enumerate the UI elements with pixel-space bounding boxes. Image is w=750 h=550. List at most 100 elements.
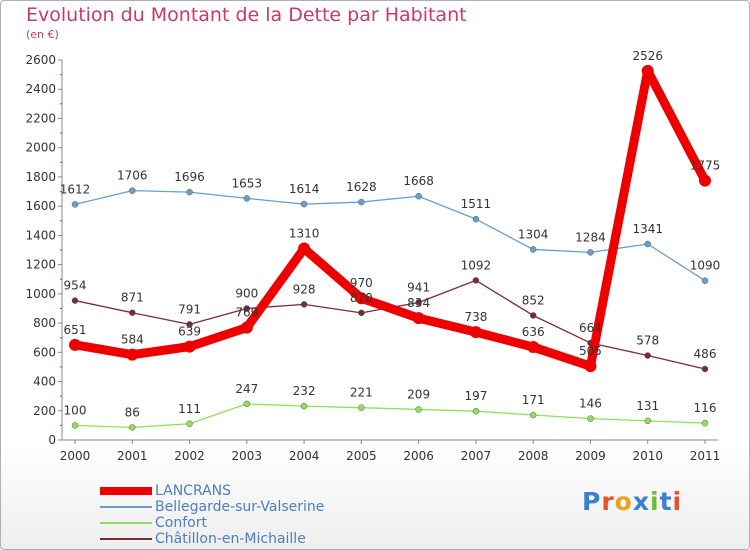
data-label: 100 [64,403,87,417]
data-label: 970 [350,276,373,290]
series-line [74,279,706,370]
chart-subtitle: (en €) [26,28,59,41]
data-point [415,192,422,200]
data-point [71,201,79,208]
data-label: 209 [407,387,430,401]
data-label: 1310 [289,227,320,241]
y-tick-label: 1000 [25,287,56,301]
data-point [129,187,136,194]
y-tick-label: 1600 [25,199,56,213]
data-point [71,297,79,304]
logo-letter: i [650,487,660,516]
data-label: 870 [350,291,373,305]
data-label: 941 [407,280,430,294]
legend-swatch-chatillon [100,538,152,540]
x-tick-label: 2010 [632,449,663,463]
legend-item-lancrans: LANCRANS [100,483,360,499]
data-point [186,188,193,196]
data-label: 578 [636,334,659,348]
chart-legend: LANCRANS Bellegarde-sur-Valserine Confor… [100,483,360,547]
series-line [74,403,706,429]
data-label: 111 [178,402,201,416]
data-label: 146 [579,397,602,411]
data-point [129,424,136,431]
data-point [415,406,422,413]
data-point [527,341,540,354]
data-label: 1092 [461,258,492,272]
data-point [358,309,365,317]
logo-letter: t [659,487,673,516]
y-tick-label: 0 [48,433,56,447]
data-point [240,321,253,334]
x-tick-label: 2006 [403,449,434,463]
x-tick-label: 2000 [60,449,91,463]
data-label: 954 [64,279,87,293]
data-point [243,305,251,312]
data-label: 871 [121,291,144,305]
data-label: 2526 [632,49,663,63]
data-label: 1284 [575,230,606,244]
x-tick-label: 2001 [117,449,148,463]
data-point [243,400,251,408]
data-label: 1775 [690,159,721,173]
data-label: 131 [636,399,659,413]
y-tick-label: 2200 [25,111,56,125]
x-tick-label: 2005 [346,449,377,463]
proxiti-logo: Proxiti [582,487,682,516]
logo-letter: i [672,487,683,516]
data-label: 651 [64,323,87,337]
data-label: 1628 [346,180,377,194]
y-tick-label: 2400 [25,82,56,96]
data-point [587,249,594,256]
data-point [186,321,193,328]
x-tick-label: 2003 [232,449,263,463]
series-line [70,66,710,371]
data-point [644,352,651,359]
legend-item-bellegarde: Bellegarde-sur-Valserine [100,499,360,515]
chart-title: Evolution du Montant de la Dette par Hab… [26,4,467,26]
data-point [358,198,365,206]
x-tick-label: 2011 [690,449,721,463]
logo-letter: P [582,487,602,516]
data-label: 1304 [518,227,549,241]
data-point [300,402,308,410]
legend-swatch-lancrans [100,487,152,495]
data-point [355,292,368,305]
y-tick-label: 2600 [25,53,56,67]
data-point [472,407,480,415]
data-label: 1706 [117,169,148,183]
data-point [243,195,251,202]
y-tick-label: 1400 [25,228,56,242]
data-label: 834 [407,296,430,310]
data-point [699,174,711,187]
x-tick-label: 2008 [518,449,549,463]
data-point [358,404,365,411]
data-label: 1341 [632,222,663,236]
data-point [69,338,81,351]
y-tick-label: 2000 [25,141,56,155]
data-point [469,326,482,339]
logo-letter: x [632,487,650,516]
data-label: 791 [178,302,201,316]
legend-label-lancrans: LANCRANS [155,483,232,499]
series-line [74,190,706,282]
data-point [701,419,709,427]
legend-label-confort: Confort [155,515,207,531]
data-label: 1696 [174,170,205,184]
data-point [300,200,308,208]
data-label: 197 [464,389,487,403]
legend-item-confort: Confort [100,515,360,531]
data-label: 221 [350,386,373,400]
data-label: 584 [121,333,144,347]
x-tick-label: 2002 [174,449,205,463]
data-label: 505 [579,344,602,358]
data-label: 664 [579,321,602,335]
data-label: 232 [293,384,316,398]
data-point [701,365,709,373]
data-point [587,415,594,422]
legend-item-chatillon: Châtillon-en-Michaille [100,531,360,547]
legend-swatch-confort [100,522,152,524]
y-tick-label: 600 [33,345,56,359]
y-tick-label: 1200 [25,258,56,272]
